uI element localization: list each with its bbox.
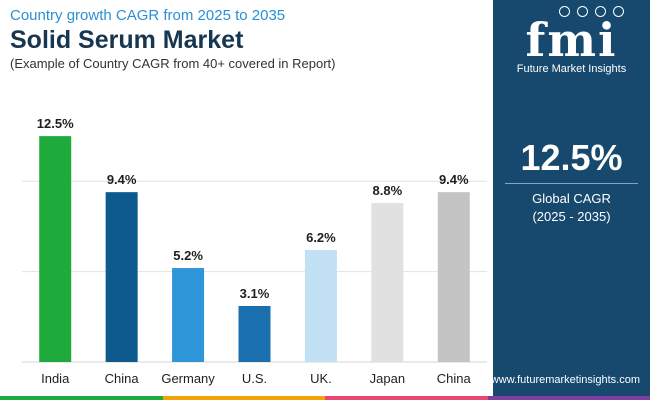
global-cagr-period: (2025 - 2035): [532, 209, 611, 224]
chart-header: Country growth CAGR from 2025 to 2035 So…: [10, 6, 490, 73]
logo-text: Future Market Insights: [516, 63, 627, 75]
data-label: 3.1%: [240, 286, 270, 301]
x-tick-label: China: [105, 371, 140, 386]
footer-strip-segment: [487, 396, 650, 400]
kpi-divider: [505, 183, 638, 184]
footer-strip-segment: [162, 396, 325, 400]
website-link[interactable]: www.futuremarketinsights.com: [490, 374, 640, 386]
bar: [371, 202, 404, 362]
x-tick-label: India: [41, 371, 70, 386]
x-tick-label: Japan: [370, 371, 405, 386]
data-label: 5.2%: [173, 248, 203, 263]
x-tick-label: U.S.: [242, 371, 267, 386]
data-label: 6.2%: [306, 230, 336, 245]
logo-dot-icon: [577, 6, 588, 17]
bar-chart: 12.5% India 9.4% China 5.2% Germany 3.1% U.S. 6.…: [22, 116, 487, 386]
bar: [172, 268, 205, 362]
bar: [39, 136, 72, 362]
x-tick-label: Germany: [161, 371, 215, 386]
bar: [437, 192, 470, 362]
logo-dot-icon: [595, 6, 606, 17]
bar: [304, 249, 337, 362]
logo-dot-icon: [613, 6, 624, 17]
global-cagr-value: 12.5%: [520, 137, 623, 178]
logo-mark: fmi: [525, 13, 618, 67]
data-label: 9.4%: [439, 172, 469, 187]
x-tick-label: UK.: [310, 371, 332, 386]
bar: [238, 305, 271, 362]
footer-strip-segment: [325, 396, 488, 400]
footer-color-strip: [0, 396, 650, 400]
fmi-logo: fmi Future Market Insights: [493, 6, 650, 76]
chart-title: Solid Serum Market: [10, 26, 244, 54]
logo-icons: [533, 6, 650, 20]
logo-dot-icon: [559, 6, 570, 17]
bar: [105, 192, 138, 362]
chart-kicker: Country growth CAGR from 2025 to 2035: [10, 7, 286, 24]
data-label: 12.5%: [37, 116, 74, 131]
x-tick-label: China: [437, 371, 472, 386]
global-cagr-label: Global CAGR: [532, 191, 611, 206]
data-label: 8.8%: [373, 183, 403, 198]
chart-subtitle: (Example of Country CAGR from 40+ covere…: [10, 56, 336, 71]
footer-strip-segment: [0, 396, 163, 400]
side-panel: fmi Future Market Insights 12.5% Global …: [490, 0, 650, 396]
data-label: 9.4%: [107, 172, 137, 187]
